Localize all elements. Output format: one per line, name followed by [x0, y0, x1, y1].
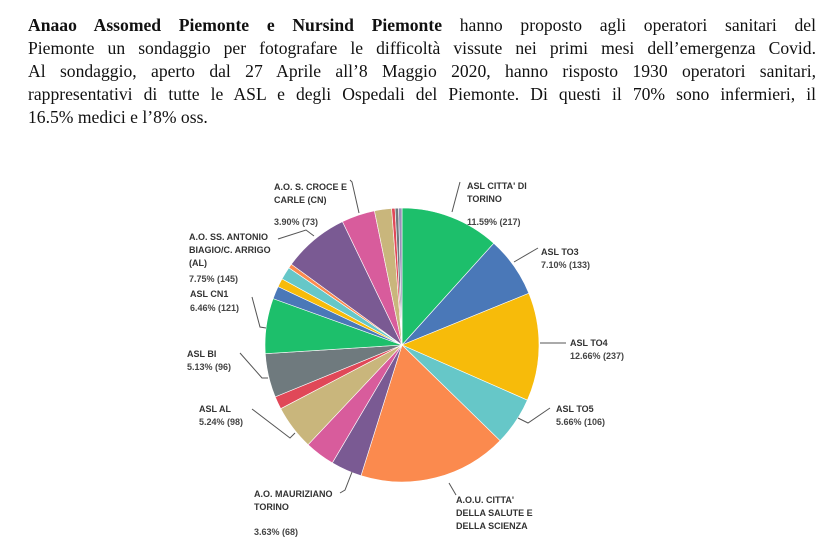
pie-slice-asl-to4: [401, 292, 540, 401]
leader-line: [277, 229, 315, 240]
label-ao-s-croce: A.O. S. CROCE E CARLE (CN): [274, 182, 348, 205]
label-asl-cn1: ASL CN1: [190, 289, 229, 299]
pct-asl-citta-torino: 11.59% (217): [467, 217, 521, 227]
pct-overlap: 7.75% (145): [189, 274, 239, 284]
leader-line: [251, 296, 267, 329]
pct-asl-cn1: 6.46% (121): [190, 303, 240, 313]
pie-slice-a-o-u-citta-della-salute-e-della-scienza: [360, 344, 501, 483]
pct-asl-al: 5.24% (98): [199, 417, 244, 427]
leader-line: [251, 408, 296, 439]
label-asl-citta-torino: ASL CITTA' DI TORINO: [467, 181, 527, 204]
pct-ao-s-croce: 3.90% (73): [274, 217, 319, 227]
leader-line: [339, 471, 353, 494]
leader-line: [448, 482, 457, 496]
leader-line: [239, 352, 268, 379]
pct-asl-bi: 5.13% (96): [187, 362, 232, 372]
label-asl-to5: ASL TO5: [556, 404, 594, 414]
leader-line: [349, 179, 360, 214]
pct-asl-to5: 5.66% (106): [556, 417, 606, 427]
leader-line: [451, 181, 461, 213]
label-ao-mauriziano: A.O. MAURIZIANO TORINO: [254, 489, 333, 512]
pct-asl-to3: 7.10% (133): [541, 260, 591, 270]
leader-line: [517, 407, 551, 424]
label-asl-to4: ASL TO4: [570, 338, 608, 348]
label-asl-al: ASL AL: [199, 404, 232, 414]
label-asl-to3: ASL TO3: [541, 247, 579, 257]
label-ao-ss-antonio: A.O. SS. ANTONIO BIAGIO/C. ARRIGO (AL): [189, 232, 271, 268]
label-aou-citta-salute: A.O.U. CITTA' DELLA SALUTE E DELLA SCIEN…: [456, 495, 533, 531]
organizations: Anaao Assomed Piemonte e Nursind Piemont…: [28, 15, 443, 35]
leader-line: [513, 247, 539, 263]
leader-lines: [239, 179, 566, 496]
pct-asl-to4: 12.66% (237): [570, 351, 625, 361]
label-asl-bi: ASL BI: [187, 349, 217, 359]
pie-slice-asl-citta-di-torino: [401, 207, 495, 346]
intro-paragraph: Anaao Assomed Piemonte e Nursind Piemont…: [28, 15, 816, 127]
pct-ao-mauriziano: 3.63% (68): [254, 527, 299, 537]
pie-slice-20: [398, 207, 403, 346]
